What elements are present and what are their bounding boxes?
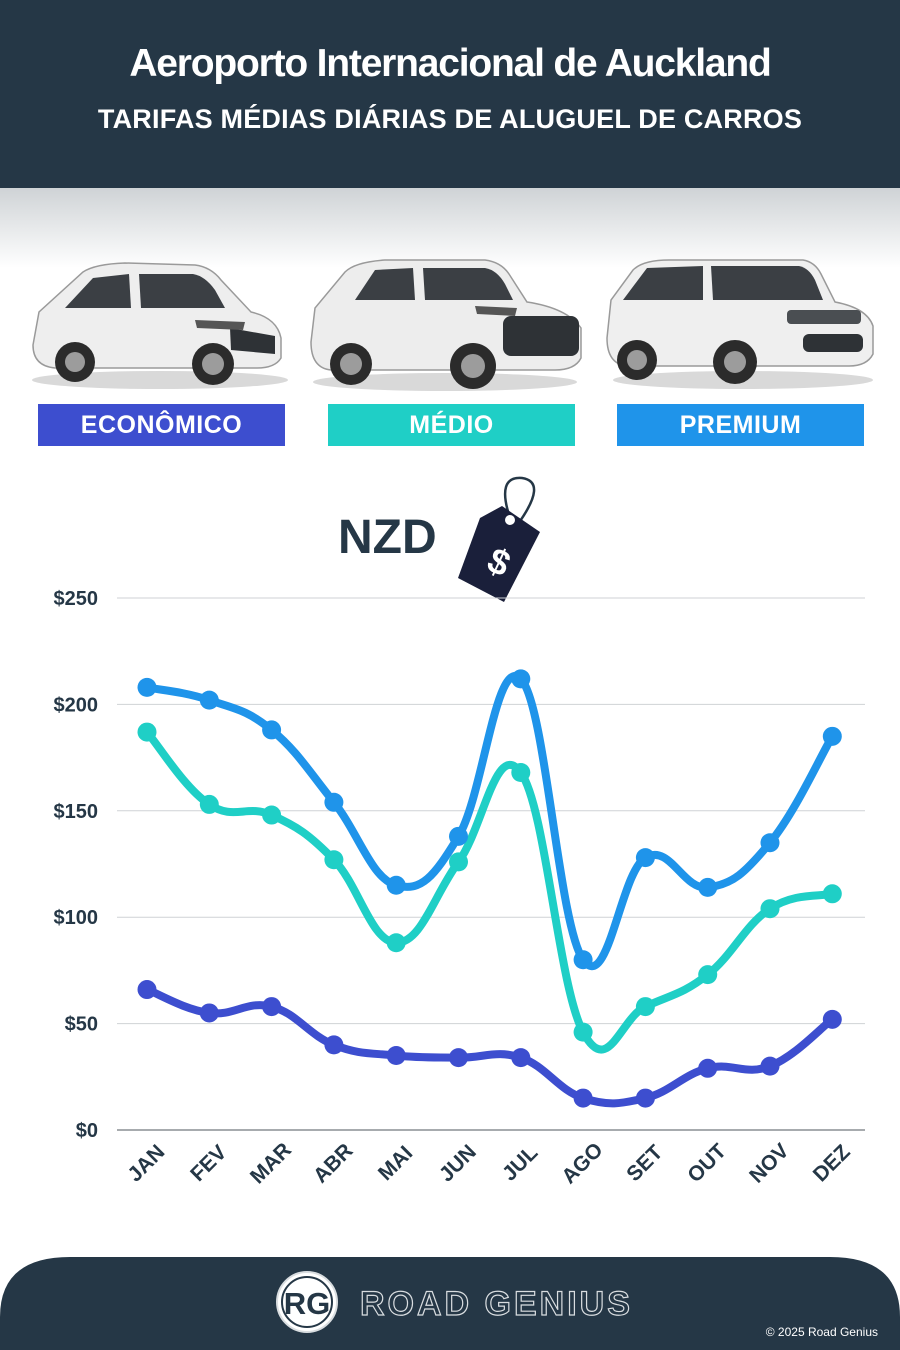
data-point — [511, 1048, 531, 1068]
price-tag-icon: $ — [458, 476, 540, 602]
page-subtitle: TARIFAS MÉDIAS DIÁRIAS DE ALUGUEL DE CAR… — [97, 104, 803, 134]
chart-grid — [117, 597, 865, 1131]
data-point — [262, 805, 282, 825]
series-lines — [143, 672, 837, 1108]
y-tick-label: $0 — [76, 1120, 98, 1142]
footer-background: RG — [0, 1257, 900, 1350]
series-points — [137, 669, 842, 1108]
x-tick-label: MAI — [374, 1142, 417, 1185]
data-point — [137, 677, 157, 697]
currency-label: NZD — [338, 511, 437, 564]
y-tick-label: $200 — [54, 694, 99, 716]
data-point — [324, 792, 344, 812]
data-point — [199, 690, 219, 710]
series-line — [143, 672, 837, 971]
data-point — [573, 1088, 593, 1108]
data-point — [262, 720, 282, 740]
y-tick-label: $150 — [54, 801, 99, 823]
category-economy: ECONÔMICO — [38, 404, 285, 446]
header-fade — [0, 188, 900, 268]
data-point — [386, 933, 406, 953]
data-point — [262, 997, 282, 1017]
series-line — [143, 728, 837, 1054]
data-point — [573, 1022, 593, 1042]
data-point — [760, 1056, 780, 1076]
y-tick-label: $250 — [54, 588, 99, 610]
x-tick-label: SET — [622, 1141, 667, 1186]
premium-suv-image — [606, 259, 874, 389]
data-point — [822, 884, 842, 904]
data-point — [449, 852, 468, 872]
y-tick-label: $50 — [65, 1014, 98, 1036]
economy-car-image — [32, 262, 288, 389]
data-point — [635, 997, 655, 1017]
data-point — [386, 1046, 406, 1066]
data-point — [822, 726, 842, 746]
data-point — [760, 899, 780, 919]
header: Aeroporto Internacional de Auckland TARI… — [0, 0, 900, 188]
x-tick-label: NOV — [745, 1139, 793, 1187]
copyright: © 2025 Road Genius — [765, 1325, 878, 1339]
data-point — [822, 1009, 842, 1029]
data-point — [760, 833, 780, 853]
data-point — [386, 875, 406, 895]
data-point — [137, 980, 157, 1000]
x-tick-label: JAN — [123, 1140, 169, 1186]
y-axis-ticks: $0 $50 $100 $150 $200 $250 — [54, 588, 99, 1142]
line-chart: $0 $50 $100 $150 $200 $250 JAN FEV MAR ABR MAI JUN… — [54, 588, 865, 1188]
data-point — [698, 877, 718, 897]
data-point — [137, 722, 157, 742]
data-point — [698, 965, 718, 985]
x-tick-label: JUL — [498, 1141, 542, 1185]
data-point — [324, 1035, 344, 1055]
midsize-suv-image — [310, 259, 582, 391]
data-point — [449, 826, 468, 846]
data-point — [199, 1003, 219, 1023]
x-tick-label: MAR — [246, 1138, 296, 1188]
data-point — [698, 1058, 718, 1078]
data-point — [635, 848, 655, 868]
page-title: Aeroporto Internacional de Auckland — [129, 42, 772, 85]
x-axis-ticks: JAN FEV MAR ABR MAI JUN JUL AGO SET OUT NOV DEZ — [123, 1138, 854, 1188]
category-medium: MÉDIO — [328, 404, 575, 446]
data-point — [511, 762, 531, 782]
x-tick-label: AGO — [557, 1138, 607, 1188]
data-point — [511, 669, 531, 689]
x-tick-label: JUN — [435, 1140, 481, 1186]
data-point — [324, 850, 344, 870]
series-line — [143, 985, 837, 1108]
x-tick-label: FEV — [186, 1141, 231, 1186]
brand-name: ROAD GENIUS — [359, 1284, 633, 1323]
x-tick-label: ABR — [309, 1139, 357, 1187]
y-tick-label: $100 — [54, 907, 99, 929]
data-point — [449, 1048, 468, 1068]
data-point — [199, 794, 219, 814]
brand-logo-icon: RG — [284, 1286, 331, 1321]
data-point — [573, 950, 593, 970]
x-tick-label: OUT — [683, 1139, 731, 1187]
data-point — [635, 1088, 655, 1108]
x-tick-label: DEZ — [809, 1140, 855, 1186]
category-premium: PREMIUM — [617, 404, 864, 446]
